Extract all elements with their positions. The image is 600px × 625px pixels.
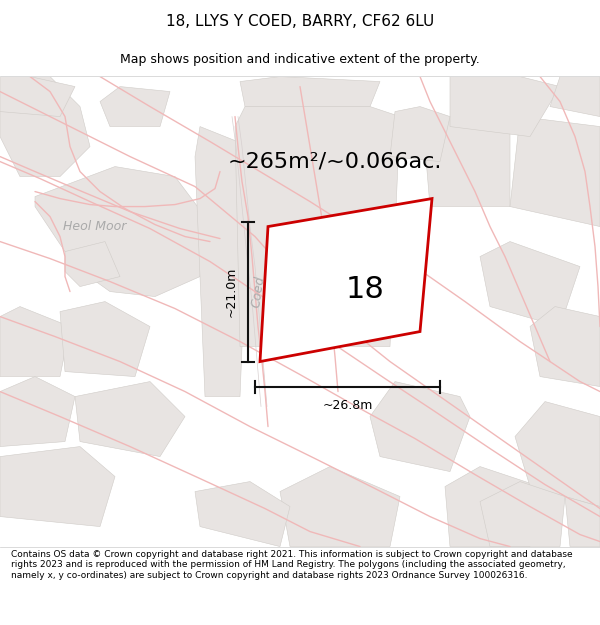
Text: ~26.8m: ~26.8m bbox=[322, 399, 373, 411]
Polygon shape bbox=[530, 306, 600, 386]
Polygon shape bbox=[0, 446, 115, 526]
Polygon shape bbox=[515, 401, 600, 506]
Polygon shape bbox=[565, 496, 600, 546]
Text: 18: 18 bbox=[346, 275, 385, 304]
Polygon shape bbox=[280, 466, 400, 546]
Polygon shape bbox=[100, 86, 170, 126]
Polygon shape bbox=[480, 481, 565, 546]
Polygon shape bbox=[510, 116, 600, 226]
Polygon shape bbox=[0, 306, 70, 376]
Polygon shape bbox=[480, 241, 580, 326]
Polygon shape bbox=[0, 76, 90, 176]
Text: Coed: Coed bbox=[250, 275, 266, 308]
Polygon shape bbox=[235, 106, 400, 346]
Polygon shape bbox=[445, 466, 540, 546]
Polygon shape bbox=[260, 199, 432, 361]
Polygon shape bbox=[195, 481, 290, 546]
Polygon shape bbox=[35, 166, 205, 296]
Polygon shape bbox=[0, 376, 75, 446]
Polygon shape bbox=[450, 76, 560, 136]
Polygon shape bbox=[390, 106, 450, 161]
Polygon shape bbox=[425, 116, 510, 206]
Text: Contains OS data © Crown copyright and database right 2021. This information is : Contains OS data © Crown copyright and d… bbox=[11, 550, 572, 580]
Polygon shape bbox=[240, 76, 380, 106]
Text: Map shows position and indicative extent of the property.: Map shows position and indicative extent… bbox=[120, 53, 480, 66]
Polygon shape bbox=[65, 241, 120, 286]
Text: 18, LLYS Y COED, BARRY, CF62 6LU: 18, LLYS Y COED, BARRY, CF62 6LU bbox=[166, 14, 434, 29]
Text: ~21.0m: ~21.0m bbox=[225, 266, 238, 317]
Polygon shape bbox=[0, 76, 75, 116]
Text: ~265m²/~0.066ac.: ~265m²/~0.066ac. bbox=[228, 151, 442, 171]
Text: Heol Moor: Heol Moor bbox=[64, 220, 127, 233]
Polygon shape bbox=[550, 76, 600, 116]
Polygon shape bbox=[195, 126, 250, 396]
Polygon shape bbox=[75, 381, 185, 456]
Polygon shape bbox=[370, 381, 470, 471]
Polygon shape bbox=[60, 301, 150, 376]
